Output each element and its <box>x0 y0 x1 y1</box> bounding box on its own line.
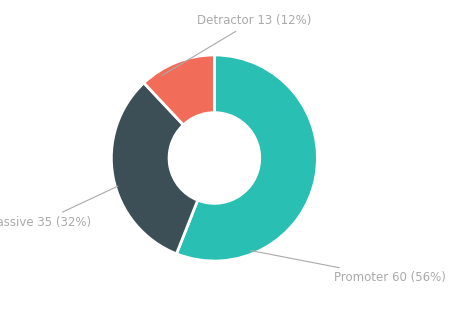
Text: Detractor 13 (12%): Detractor 13 (12%) <box>162 14 311 76</box>
Text: Promoter 60 (56%): Promoter 60 (56%) <box>251 251 446 284</box>
Wedge shape <box>111 83 198 254</box>
Wedge shape <box>176 55 317 261</box>
Wedge shape <box>144 55 214 125</box>
Text: Passive 35 (32%): Passive 35 (32%) <box>0 186 118 229</box>
